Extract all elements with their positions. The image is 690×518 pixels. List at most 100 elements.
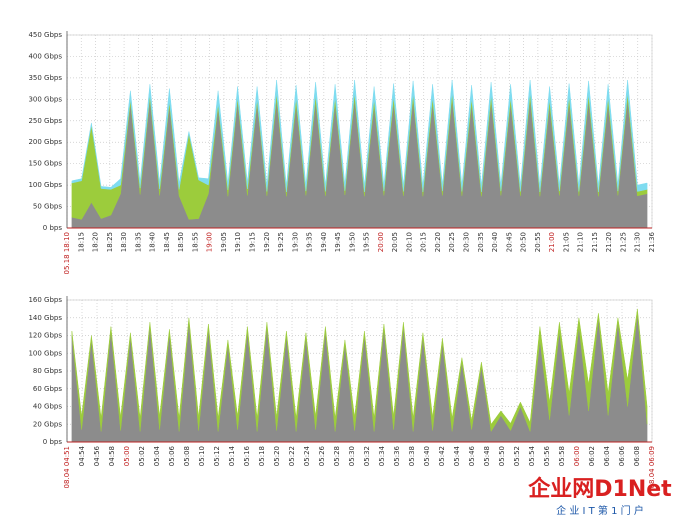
x-tick-label: 05:58 <box>558 446 566 466</box>
chart: 0 bps 20 Gbps 40 Gbps 60 Gbps 80 Gbps 100 Gbp… <box>28 296 656 488</box>
x-tick-label: 05:12 <box>213 446 221 466</box>
x-tick-label: 21:25 <box>619 232 627 252</box>
x-tick-label: 18:50 <box>177 232 185 252</box>
y-tick-label: 400 Gbps <box>28 52 62 60</box>
x-tick-label: 20:40 <box>491 232 499 252</box>
x-tick-label: 18:15 <box>77 232 85 252</box>
y-tick-label: 250 Gbps <box>28 117 62 125</box>
x-tick-label: 05:02 <box>138 446 146 466</box>
x-tick-label: 19:40 <box>320 232 328 252</box>
x-tick-label: 20:15 <box>420 232 428 252</box>
x-tick-label: 20:30 <box>463 232 471 252</box>
x-tick-label: 06:02 <box>588 446 596 466</box>
x-tick-label: 05:38 <box>408 446 416 466</box>
y-tick-label: 200 Gbps <box>28 138 62 146</box>
x-tick-label: 05:18 <box>258 446 266 466</box>
x-tick-label: 19:05 <box>220 232 228 252</box>
x-tick-label: 20:50 <box>520 232 528 252</box>
area-series <box>71 308 648 433</box>
x-tick-label: 21:36 <box>648 231 656 252</box>
x-tick-label: 05:52 <box>513 446 521 466</box>
x-tick-label: 05:42 <box>438 446 446 466</box>
x-tick-label: 19:00 <box>206 232 214 252</box>
x-tick-label: 21:15 <box>591 232 599 252</box>
x-tick-label: 18:35 <box>134 232 142 252</box>
x-tick-label: 05:48 <box>483 446 491 466</box>
x-tick-label: 18:40 <box>149 232 157 252</box>
x-tick-label: 19:55 <box>363 232 371 252</box>
x-tick-label: 05.18 18:10 <box>63 232 71 274</box>
x-tick-label: 08.04 04:51 <box>63 446 71 488</box>
area-series <box>71 79 648 193</box>
x-tick-label: 04:58 <box>108 446 116 466</box>
x-tick-label: 19:25 <box>277 232 285 252</box>
y-tick-label: 0 bps <box>43 438 63 446</box>
x-tick-label: 05:50 <box>498 446 506 466</box>
x-tick-label: 06:06 <box>618 445 626 466</box>
y-tick-label: 20 Gbps <box>33 420 62 428</box>
y-tick-label: 40 Gbps <box>33 403 62 411</box>
y-tick-label: 450 Gbps <box>28 31 62 39</box>
x-tick-label: 21:20 <box>605 232 613 252</box>
x-tick-label: 20:20 <box>434 232 442 252</box>
x-tick-label: 05:26 <box>318 445 326 466</box>
x-tick-label: 05:34 <box>378 445 386 466</box>
y-tick-label: 80 Gbps <box>33 367 62 375</box>
x-tick-label: 20:45 <box>505 232 513 252</box>
x-tick-label: 05:32 <box>363 446 371 466</box>
y-tick-label: 60 Gbps <box>33 385 62 393</box>
y-tick-label: 350 Gbps <box>28 74 62 82</box>
x-tick-label: 05:36 <box>393 445 401 466</box>
x-tick-label: 18:25 <box>106 232 114 252</box>
y-tick-label: 0 bps <box>43 224 63 232</box>
x-tick-label: 20:35 <box>477 232 485 252</box>
y-tick-label: 50 Gbps <box>33 203 62 211</box>
x-tick-label: 21:30 <box>634 232 642 252</box>
x-tick-label: 21:10 <box>577 232 585 252</box>
chart: 0 bps 50 Gbps 100 Gbps 150 Gbps 200 Gbps 250 … <box>28 31 656 274</box>
y-tick-label: 160 Gbps <box>28 296 62 304</box>
x-tick-label: 05:04 <box>153 445 161 466</box>
y-tick-label: 300 Gbps <box>28 95 62 103</box>
x-tick-label: 05:06 <box>168 445 176 466</box>
x-tick-label: 18:30 <box>120 232 128 252</box>
x-tick-label: 05:56 <box>543 445 551 466</box>
x-tick-label: 19:50 <box>348 232 356 252</box>
y-tick-label: 140 Gbps <box>28 314 62 322</box>
x-tick-label: 05:44 <box>453 445 461 466</box>
x-tick-label: 05:54 <box>528 445 536 466</box>
x-tick-label: 05:28 <box>333 446 341 466</box>
x-tick-label: 05:08 <box>183 446 191 466</box>
x-tick-label: 05:30 <box>348 446 356 466</box>
x-tick-label: 21:05 <box>562 232 570 252</box>
x-tick-label: 04:54 <box>78 445 86 466</box>
x-tick-label: 20:10 <box>405 232 413 252</box>
x-tick-label: 18:45 <box>163 232 171 252</box>
x-tick-label: 05:40 <box>423 446 431 466</box>
x-tick-label: 06:08 <box>633 446 641 466</box>
x-tick-label: 18:20 <box>92 232 100 252</box>
x-tick-label: 05:00 <box>123 446 131 466</box>
x-tick-label: 08.04 06:09 <box>648 446 656 488</box>
x-tick-label: 19:15 <box>248 232 256 252</box>
x-tick-label: 20:55 <box>534 232 542 252</box>
x-tick-label: 18:55 <box>191 232 199 252</box>
x-tick-label: 19:10 <box>234 232 242 252</box>
y-tick-label: 100 Gbps <box>28 349 62 357</box>
x-tick-label: 05:10 <box>198 446 206 466</box>
x-tick-label: 20:00 <box>377 232 385 252</box>
x-tick-label: 05:46 <box>468 445 476 466</box>
y-tick-label: 100 Gbps <box>28 181 62 189</box>
x-tick-label: 05:24 <box>303 445 311 466</box>
y-tick-label: 120 Gbps <box>28 332 62 340</box>
x-tick-label: 04:56 <box>93 445 101 466</box>
x-tick-label: 06:04 <box>603 445 611 466</box>
x-tick-label: 05:22 <box>288 446 296 466</box>
x-tick-label: 19:20 <box>263 232 271 252</box>
watermark-logo: 企业网D1Net <box>527 476 672 502</box>
x-tick-label: 05:14 <box>228 445 236 466</box>
x-tick-label: 20:25 <box>448 232 456 252</box>
x-tick-label: 05:16 <box>243 445 251 466</box>
